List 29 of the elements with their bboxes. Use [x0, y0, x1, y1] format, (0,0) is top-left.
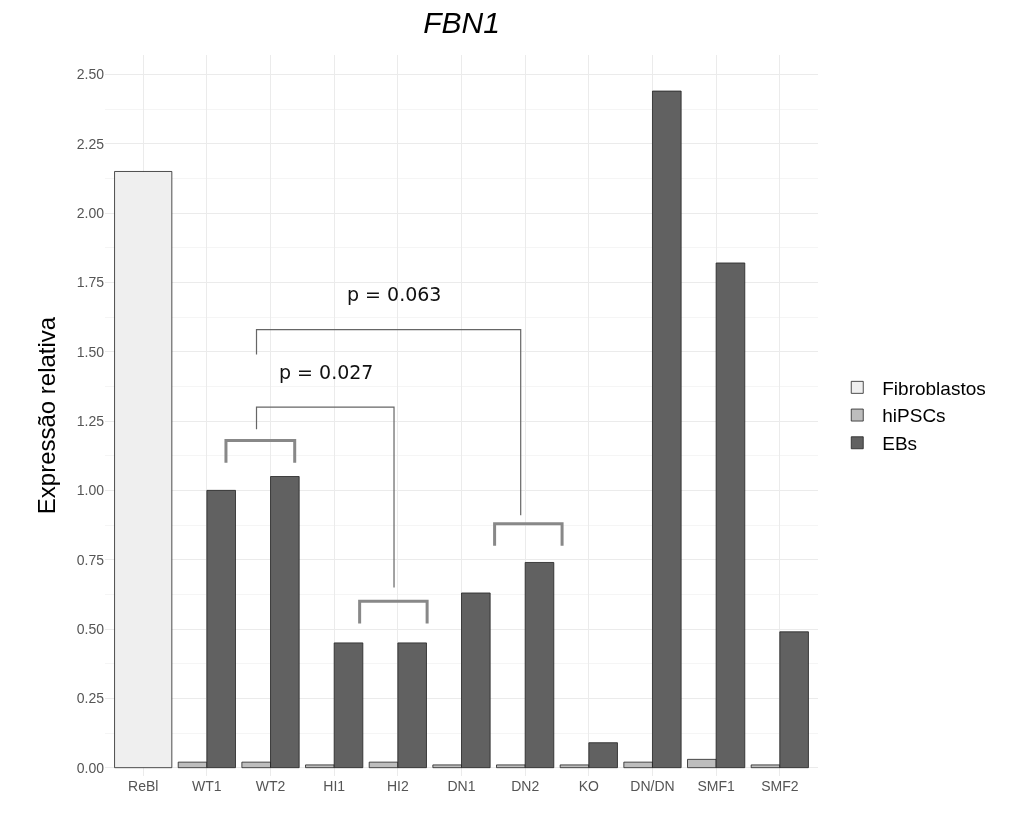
y-tick-label: 0.50 — [76, 620, 105, 637]
x-tick-label: SMF2 — [761, 778, 799, 794]
y-tick-label: 1.75 — [76, 274, 105, 291]
y-tick-label: 2.25 — [76, 135, 105, 152]
y-tick-label: 0.75 — [76, 551, 105, 568]
x-tick-label: HI2 — [386, 778, 409, 794]
y-tick-label: 0.25 — [76, 690, 105, 707]
x-tick-label: WT2 — [255, 778, 286, 794]
y-tick-label: 1.50 — [76, 343, 105, 360]
x-tick-label: WT1 — [192, 778, 222, 794]
annotation: p = 0.063 — [347, 283, 442, 305]
y-tick-label: 2.00 — [76, 204, 105, 221]
legend-label: Fibroblastos — [882, 377, 986, 399]
legend-label: EBs — [882, 433, 918, 455]
x-tick-label: ReBl — [128, 778, 159, 794]
y-tick-label: 1.25 — [76, 412, 105, 429]
chart-title: FBN1 — [423, 6, 500, 40]
legend-label: hiPSCs — [882, 405, 946, 427]
x-tick-label: DN1 — [447, 778, 476, 794]
y-tick-label: 0.00 — [76, 759, 105, 776]
y-tick-label: 1.00 — [76, 482, 105, 499]
annotation: p = 0.027 — [279, 361, 374, 383]
x-tick-label: HI1 — [323, 778, 346, 794]
x-tick-label: KO — [578, 778, 600, 794]
x-tick-label: DN/DN — [630, 778, 675, 794]
y-axis-title: Expressão relativa — [32, 316, 60, 515]
x-tick-label: SMF1 — [697, 778, 736, 794]
y-tick-label: 2.50 — [76, 66, 105, 83]
x-tick-label: DN2 — [511, 778, 540, 794]
